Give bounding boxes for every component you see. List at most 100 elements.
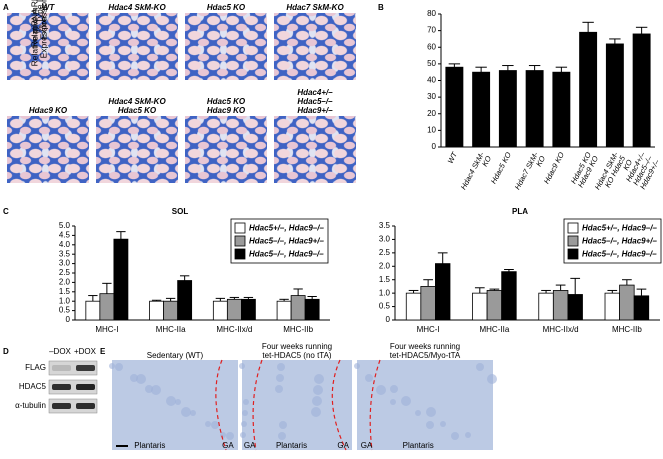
y-tick-label: 30 xyxy=(427,92,436,101)
error-bar xyxy=(243,296,254,300)
texture xyxy=(277,363,285,371)
bar xyxy=(633,295,650,321)
lane-label: –DOX xyxy=(49,347,71,356)
y-tick-label: 3.5 xyxy=(59,249,71,258)
section-label: GA xyxy=(244,441,256,450)
error-bar xyxy=(165,297,176,302)
bar xyxy=(149,300,165,321)
legend-label: Hdac5–/–, Hdac9–/– xyxy=(582,250,657,259)
histology-label: Hdac4 SkM-KO xyxy=(108,97,166,106)
histology-image xyxy=(96,13,178,80)
texture xyxy=(390,399,396,405)
bar xyxy=(420,286,436,321)
x-tick-label: MHC-IIx/d xyxy=(216,325,252,334)
legend-label: Hdac5+/–, Hdac9–/– xyxy=(582,224,657,233)
texture xyxy=(465,432,471,438)
error-bar xyxy=(489,288,500,291)
y-tick-label: 0.5 xyxy=(379,302,391,311)
histology-label: Hdac4 SkM-KO xyxy=(108,3,166,12)
texture xyxy=(390,385,398,393)
section-label: Plantaris xyxy=(276,441,307,450)
texture xyxy=(130,374,138,382)
x-tick-label: MHC-IIa xyxy=(156,325,186,334)
bar xyxy=(405,292,422,321)
blot-strip xyxy=(48,360,98,376)
histology-label: Hdac9 KO xyxy=(207,106,246,115)
x-tick-label: MHC-IIa xyxy=(479,325,509,334)
section-label: Plantaris xyxy=(403,441,434,450)
y-tick-label: 0 xyxy=(432,142,437,151)
blot-label: α-tubulin xyxy=(15,401,46,410)
texture xyxy=(311,407,321,417)
error-bar xyxy=(528,65,541,71)
legend-swatch xyxy=(567,222,579,234)
error-bar xyxy=(307,296,317,300)
y-tick-label: 1.0 xyxy=(379,288,391,297)
section-title: Four weeks running xyxy=(262,342,332,351)
legend-label: Hdac5+/–, Hdac9–/– xyxy=(249,224,324,233)
texture xyxy=(205,421,211,427)
section-label: GA xyxy=(361,441,373,450)
error-bar xyxy=(116,231,126,240)
y-tick-label: 0.5 xyxy=(59,306,71,315)
bar xyxy=(552,290,569,321)
y-tick-label: 1.0 xyxy=(59,296,71,305)
histology-image xyxy=(7,116,89,183)
bar xyxy=(113,238,129,321)
panel-label: C xyxy=(3,207,9,216)
section-image xyxy=(357,360,493,450)
x-tick-label: MHC-IIb xyxy=(612,325,642,334)
bar xyxy=(567,294,583,321)
legend-swatch xyxy=(567,235,579,247)
y-tick-label: 20 xyxy=(427,109,436,118)
bar xyxy=(472,292,488,321)
x-tick-label: MHC-IIb xyxy=(283,325,313,334)
y-tick-label: 2.0 xyxy=(59,278,71,287)
blot-band xyxy=(52,403,71,409)
legend-swatch xyxy=(234,235,246,247)
section-title: Four weeks running xyxy=(390,342,460,351)
bar xyxy=(226,298,242,321)
panel-label: A xyxy=(3,3,9,12)
texture xyxy=(241,421,247,427)
error-bar xyxy=(151,299,162,302)
error-bar xyxy=(448,63,461,68)
blot-band xyxy=(76,403,95,409)
bar xyxy=(99,293,115,321)
texture xyxy=(239,363,245,369)
bar xyxy=(163,300,179,321)
histology-image xyxy=(96,116,178,183)
y-tick-label: 3.0 xyxy=(379,235,391,244)
blot-label: HDAC5 xyxy=(19,382,47,391)
error-bar xyxy=(279,298,289,302)
bar xyxy=(632,33,651,148)
error-bar xyxy=(541,289,551,294)
blot-band xyxy=(76,365,95,371)
histology-label: WT xyxy=(42,3,56,12)
y-tick-label: 80 xyxy=(427,9,436,18)
bar xyxy=(605,43,624,148)
legend-box xyxy=(563,218,662,264)
texture xyxy=(190,410,196,416)
error-bar xyxy=(408,289,419,294)
y-tick-label: 2.5 xyxy=(59,268,71,277)
error-bar xyxy=(622,279,632,286)
histology-label: Hdac5 KO xyxy=(118,106,157,115)
section-title: tet-HDAC5/Myo-tTA xyxy=(390,351,461,360)
bar xyxy=(498,70,517,148)
blot-strip xyxy=(48,398,98,414)
texture xyxy=(175,399,181,405)
error-bar xyxy=(635,26,648,34)
texture xyxy=(365,374,373,382)
texture xyxy=(115,363,123,371)
bar xyxy=(240,298,256,321)
texture xyxy=(476,363,484,371)
error-bar xyxy=(607,289,618,294)
y-tick-label: 0 xyxy=(386,315,391,324)
bar xyxy=(177,280,193,321)
bar xyxy=(212,300,228,321)
y-tick-label: 2.5 xyxy=(379,248,391,257)
blot-strip xyxy=(48,379,98,395)
error-bar xyxy=(102,282,112,294)
